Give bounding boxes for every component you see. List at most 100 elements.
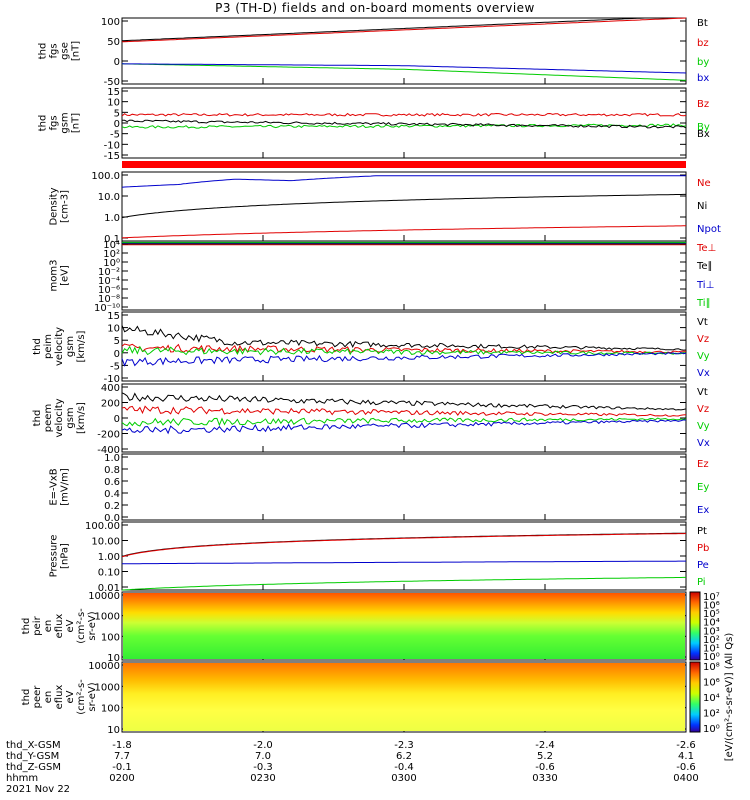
y-tick-label: -10	[104, 374, 120, 385]
y-tick-label: 0	[114, 414, 120, 425]
x-tick-label: -0.6	[676, 762, 696, 773]
series-label-Vz: Vz	[697, 404, 709, 415]
y-tick-label: 10⁻⁸	[98, 294, 120, 305]
colorbar-tick-label: 10⁸	[703, 662, 720, 673]
y-axis-label: [km/s]	[76, 330, 87, 362]
y-tick-label: 100.0	[91, 171, 120, 182]
x-tick-label: 4.1	[678, 751, 694, 762]
series-line-Vt	[121, 325, 687, 351]
panel-7: 1.00.80.60.40.20.0 E=-VxB [mV/m] Ez Ey Ex	[49, 453, 710, 524]
panel-frame	[121, 453, 687, 521]
y-tick-label: 10	[107, 324, 120, 335]
y-axis-label: (cm²-s-	[76, 608, 87, 644]
series-label-Vy: Vy	[697, 421, 710, 432]
series-label-bz: bz	[697, 38, 709, 49]
y-tick-label: -15	[104, 151, 120, 162]
series-label-by: by	[697, 57, 709, 68]
panel-frame	[121, 171, 687, 242]
panel-frame	[121, 521, 687, 591]
x-tick-label: -0.3	[253, 762, 273, 773]
y-axis-label: fgs	[49, 43, 60, 58]
y-axis-label: [km/s]	[76, 402, 87, 434]
series-line-Pt	[121, 532, 686, 557]
x-tick-label: 5.2	[537, 751, 553, 762]
y-axis-label: thd	[38, 43, 49, 60]
y-tick-label: 1.0	[104, 453, 120, 464]
series-line-by	[121, 63, 687, 81]
series-label-Vx: Vx	[697, 438, 710, 449]
y-tick-label: -50	[104, 77, 120, 88]
y-axis-label: E=-VxB	[49, 468, 60, 505]
y-tick-label: 0.10	[98, 568, 120, 579]
y-axis-label: [cm-3]	[60, 190, 71, 223]
y-axis-label: eV	[65, 690, 76, 703]
y-tick-label: 10.0	[98, 192, 120, 203]
colorbar-tick-label: 10⁵	[703, 609, 720, 620]
y-tick-label: 10⁴	[103, 240, 120, 251]
y-axis-label: thd	[32, 410, 43, 427]
x-tick-label: 0200	[109, 773, 134, 784]
x-tick-label: 6.2	[396, 751, 412, 762]
x-tick-label: -2.3	[394, 740, 414, 751]
x-tick-label: -0.1	[112, 762, 132, 773]
series-label-Ni: Ni	[697, 201, 707, 212]
y-axis-label: thd	[32, 338, 43, 355]
series-line-Vz	[121, 343, 687, 354]
y-axis-label: [eV]	[60, 265, 71, 286]
y-axis-label: peem	[43, 404, 54, 432]
y-tick-label: 10⁻¹⁰	[94, 303, 120, 314]
y-axis-label: (cm²-s-	[76, 679, 87, 715]
y-tick-label: 10000	[88, 661, 120, 672]
y-axis-label: gse	[60, 42, 71, 60]
series-line-Npot	[121, 175, 686, 188]
colorbar-tick-label: 10²	[703, 635, 720, 646]
x-tick-label: 7.0	[255, 751, 271, 762]
series-line-Bx	[122, 119, 687, 129]
panel-5: 15 105 0-5 -10 thd peim velocity gsm [km/s] Vt Vz V…	[32, 311, 710, 385]
x-axis-row-label: hhmm	[6, 773, 38, 784]
y-axis-label: eflux	[54, 614, 65, 639]
series-line-Vt	[121, 392, 687, 411]
y-tick-label: 200	[101, 399, 120, 410]
y-tick-label: 1000	[95, 682, 120, 693]
y-axis-label: thd	[38, 115, 49, 132]
y-tick-label: 10	[107, 725, 120, 736]
y-tick-label: 0.6	[104, 477, 120, 488]
y-axis-label: eV	[65, 619, 76, 632]
series-label-bx: bx	[697, 73, 709, 84]
y-tick-label: 10⁻⁶	[98, 285, 120, 296]
series-line-Ni	[121, 193, 686, 219]
y-tick-label: 0.01	[98, 583, 120, 594]
y-tick-label: -400	[97, 445, 120, 456]
y-axis-label: gsm	[60, 112, 71, 133]
x-axis-row-label: thd_X-GSM	[6, 740, 61, 751]
y-axis-label: [nPa]	[60, 543, 71, 569]
y-axis-label: gsm	[65, 407, 76, 428]
series-label-Ex: Ex	[697, 505, 709, 516]
y-axis-label: peir	[32, 615, 43, 635]
panel-frame	[121, 383, 687, 453]
y-tick-label: 100.00	[85, 521, 120, 532]
spectrogram	[123, 663, 685, 731]
y-axis-label: sr-eV)	[87, 682, 98, 711]
separator-band	[122, 161, 686, 168]
y-tick-label: 15	[107, 311, 120, 322]
y-tick-label: 10⁰	[103, 258, 120, 269]
series-line-By	[121, 123, 687, 129]
y-tick-label: 400	[101, 383, 120, 394]
y-tick-label: 10⁻⁴	[98, 276, 120, 287]
series-line-bz	[121, 17, 687, 43]
y-axis-label: en	[43, 691, 54, 704]
y-axis-label: mom3	[49, 260, 60, 292]
y-axis-label: en	[43, 620, 54, 633]
y-tick-label: 0.1	[104, 234, 120, 245]
y-tick-label: -10	[104, 140, 120, 151]
y-axis-label: velocity	[54, 398, 65, 437]
x-tick-label: -2.0	[253, 740, 273, 751]
y-tick-label: 0.2	[104, 501, 120, 512]
series-line-Pe	[121, 560, 686, 565]
series-label-Npot: Npot	[697, 224, 721, 235]
y-tick-label: 0	[114, 349, 120, 360]
